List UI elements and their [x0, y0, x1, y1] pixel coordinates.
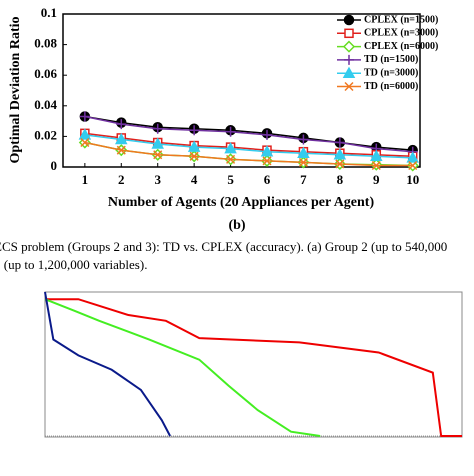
marker	[152, 123, 163, 134]
marker	[333, 148, 347, 160]
legend-label: CPLEX (n=3000)	[364, 28, 438, 39]
series-line	[44, 291, 171, 437]
series-line	[44, 298, 321, 437]
marker	[153, 150, 163, 160]
y-tick-label: 0.1	[41, 5, 57, 20]
series-line	[84, 141, 413, 167]
x-tick-label: 9	[373, 172, 380, 187]
marker	[225, 126, 236, 137]
x-tick-label: 3	[154, 172, 161, 187]
marker	[344, 81, 354, 92]
x-tick-label: 10	[406, 172, 419, 187]
legend-label: CPLEX (n=1500)	[364, 14, 438, 25]
marker	[371, 160, 381, 171]
marker	[408, 160, 418, 171]
legend-label: TD (n=3000)	[364, 67, 418, 78]
marker	[370, 149, 383, 162]
x-tick-label: 8	[337, 172, 344, 187]
series-line	[84, 132, 413, 158]
caption-line: 3 (up to 1,200,000 variables).	[0, 257, 147, 272]
y-tick-label: 0.06	[34, 66, 57, 81]
plot-frame	[62, 13, 421, 168]
marker	[334, 137, 345, 148]
marker	[260, 145, 274, 157]
legend-label: TD (n=1500)	[364, 54, 418, 65]
marker	[116, 145, 126, 155]
marker	[187, 140, 201, 152]
marker	[342, 66, 356, 78]
marker	[226, 154, 236, 164]
marker	[344, 54, 354, 65]
marker	[343, 14, 355, 26]
x-tick-label: 5	[227, 172, 234, 187]
marker	[344, 28, 354, 39]
x-tick-label: 6	[264, 172, 271, 187]
marker	[224, 142, 237, 154]
series-line	[84, 134, 413, 159]
y-axis-label: Optimal Deviation Ratio	[8, 17, 23, 164]
marker	[406, 151, 419, 163]
series-line	[84, 115, 413, 151]
x-tick-label: 1	[82, 172, 89, 187]
marker	[116, 119, 127, 130]
marker	[78, 128, 92, 140]
marker	[298, 157, 308, 167]
marker	[298, 134, 309, 145]
marker	[79, 111, 90, 122]
x-tick-label: 4	[191, 172, 198, 187]
marker	[189, 151, 199, 161]
y-tick-label: 0.02	[34, 127, 57, 142]
legend-label: TD (n=6000)	[364, 81, 418, 92]
legend-label: CPLEX (n=6000)	[364, 41, 438, 52]
y-tick-label: 0.08	[34, 36, 57, 51]
subtitle: (b)	[228, 218, 245, 233]
x-tick-label: 7	[300, 172, 307, 187]
marker	[342, 40, 356, 53]
marker	[80, 137, 90, 148]
marker	[262, 129, 272, 140]
marker	[297, 146, 310, 158]
series-line	[45, 298, 462, 437]
x-tick-label: 2	[118, 172, 125, 187]
y-tick-label: 0	[51, 158, 58, 173]
series-line	[84, 115, 413, 153]
marker	[151, 137, 164, 149]
y-tick-label: 0.04	[34, 97, 57, 112]
plot-frame	[44, 291, 463, 438]
marker	[335, 159, 345, 169]
marker	[115, 132, 128, 145]
caption-line: ECS problem (Groups 2 and 3): TD vs. CPL…	[0, 239, 447, 254]
marker	[262, 156, 272, 166]
marker	[189, 125, 200, 136]
x-axis-label: Number of Agents (20 Appliances per Agen…	[108, 195, 375, 210]
